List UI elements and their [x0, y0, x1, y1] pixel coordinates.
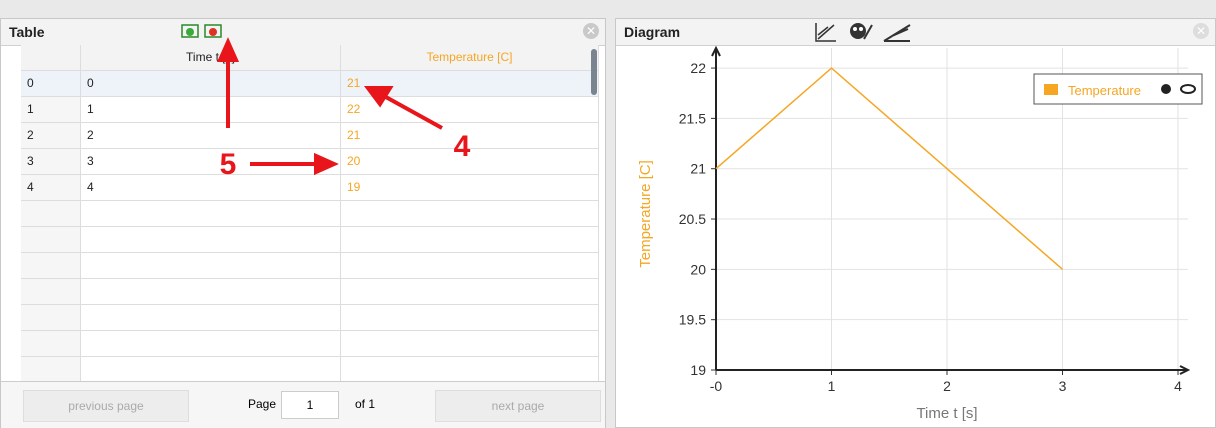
panel-title: Diagram [624, 24, 681, 40]
close-button[interactable]: ✕ [1193, 23, 1209, 39]
legend-toggle[interactable] [1180, 84, 1196, 94]
row-index [21, 279, 81, 305]
y-axis-label: Temperature [C] [637, 160, 654, 268]
table-cell: 4 [81, 175, 341, 201]
table-cell [81, 227, 341, 253]
row-index [21, 201, 81, 227]
table-cell [81, 331, 341, 357]
table-cell [341, 253, 599, 279]
column-header: Temperature [C] [341, 45, 599, 71]
table-cell [81, 201, 341, 227]
page-label: Page [248, 397, 277, 411]
table-cell: 20 [341, 149, 599, 175]
annotation-arrow [250, 152, 339, 176]
y-tick-label: 22 [690, 60, 706, 76]
table-cell [341, 227, 599, 253]
table-cell [341, 201, 599, 227]
series-line [715, 67, 1063, 270]
row-index [21, 227, 81, 253]
table-cell: 2 [81, 123, 341, 149]
panel-title: Table [9, 24, 45, 40]
table-cell: 19 [341, 175, 599, 201]
x-tick-label: -0 [710, 378, 723, 394]
data-table: Time t [s] Temperature [C] 0 0 21 1 1 22 2 2 21 3 3 2… [21, 45, 601, 409]
table-cell: 1 [81, 97, 341, 123]
next-page[interactable]: next page [435, 390, 601, 422]
legend-box [1033, 73, 1203, 105]
scrollbar[interactable] [591, 49, 597, 95]
legend: Temperature [1033, 73, 1203, 105]
table-header: Table ✕ [1, 19, 605, 46]
x-tick-label: 1 [828, 378, 836, 394]
row-index: 2 [21, 123, 81, 149]
y-tick-label: 19.5 [679, 312, 706, 328]
y-axis [711, 45, 721, 370]
close-button[interactable]: ✕ [583, 23, 599, 39]
previous-page[interactable]: previous page [23, 390, 189, 422]
row-index: 1 [21, 97, 81, 123]
row-index [21, 305, 81, 331]
table-cell [81, 279, 341, 305]
table-cell [81, 253, 341, 279]
x-axis [716, 365, 1191, 375]
legend-hide[interactable] [1161, 84, 1171, 94]
annotation-label: 4 [454, 130, 471, 163]
diagram-tools[interactable] [814, 21, 924, 43]
pagination: previous page Page 1 of 1 next page [1, 381, 605, 428]
annotation-arrow [364, 86, 443, 130]
x-tick-label: 4 [1174, 378, 1182, 394]
row-index [21, 357, 81, 383]
table-cell: 3 [81, 149, 341, 175]
page-count: of 1 [355, 397, 376, 411]
x-axis-label: Time t [s] [916, 405, 977, 422]
table-cell: 21 [341, 123, 599, 149]
annotation-arrow [216, 37, 240, 128]
table-panel: Table ✕ Time t [s] Temperature [C] 0 0 21 1 1 2… [0, 18, 606, 428]
row-index: 4 [21, 175, 81, 201]
y-tick-label: 19 [690, 362, 706, 378]
y-tick-label: 20.5 [679, 211, 706, 227]
x-tick-label: 3 [1059, 378, 1067, 394]
row-index: 3 [21, 149, 81, 175]
table-cell [341, 305, 599, 331]
table-cell: 22 [341, 97, 599, 123]
table-tools[interactable] [181, 23, 241, 41]
legend-swatch [1044, 84, 1058, 95]
row-index: 0 [21, 71, 81, 97]
row-index [21, 331, 81, 357]
y-tick-label: 21.5 [679, 110, 706, 126]
table-cell [341, 331, 599, 357]
table-cell [341, 279, 599, 305]
annotation-label: 5 [220, 148, 237, 181]
x-tick-label: 2 [943, 378, 951, 394]
legend-label: Temperature [1068, 83, 1141, 98]
table-cell [81, 305, 341, 331]
page-input[interactable]: 1 [281, 391, 339, 419]
y-tick-label: 20 [690, 261, 706, 277]
y-tick-label: 21 [690, 161, 706, 177]
row-index [21, 253, 81, 279]
table-cell: 0 [81, 71, 341, 97]
diagram-header: Diagram ✕ [616, 19, 1215, 46]
index-header [21, 45, 81, 71]
